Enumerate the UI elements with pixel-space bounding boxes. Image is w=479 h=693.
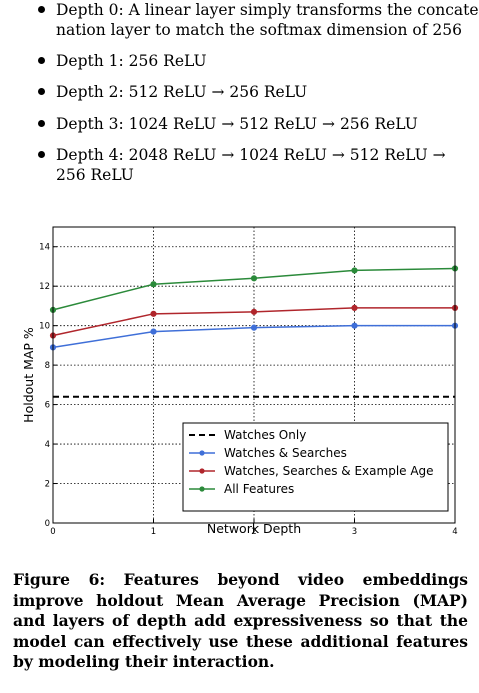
legend-marker-3 xyxy=(199,486,205,492)
legend: Watches Only Watches & Searches Watches, S… xyxy=(182,422,449,512)
legend-marker-1 xyxy=(199,450,205,456)
bullet-text-line: Depth 0: A linear layer simply transform… xyxy=(56,1,479,19)
bullet-text-line: Depth 4: 2048 ReLU → 1024 ReLU → 512 ReL… xyxy=(56,146,446,164)
y-tick-label: 2 xyxy=(45,480,50,490)
y-tick-label: 0 xyxy=(45,519,50,529)
bullet-dot xyxy=(38,6,45,13)
series-3-point xyxy=(351,267,358,274)
bullet-text-line: Depth 1: 256 ReLU xyxy=(56,52,207,70)
plot-frame xyxy=(52,226,456,524)
x-tick-label: 3 xyxy=(352,527,357,537)
series-line-3 xyxy=(52,267,456,311)
legend-label-2: Watches, Searches & Example Age xyxy=(224,464,434,478)
series-2-point xyxy=(150,310,157,317)
series-3-point xyxy=(150,281,157,288)
series-1-point xyxy=(150,328,157,335)
bullet-text-line: 256 ReLU xyxy=(56,166,134,184)
series-2-point xyxy=(250,308,258,315)
series-lines xyxy=(49,265,459,398)
y-tick-label: 12 xyxy=(39,282,50,292)
x-tick-label: 1 xyxy=(151,527,156,537)
bullet-dot xyxy=(38,120,45,127)
series-3-point xyxy=(250,275,258,282)
legend-label-1: Watches & Searches xyxy=(224,446,347,460)
y-tick-label: 4 xyxy=(45,440,50,450)
legend-marker-2 xyxy=(199,468,205,474)
legend-box xyxy=(182,422,449,512)
y-tick-label: 6 xyxy=(45,401,50,411)
figure-caption: Figure 6: Features beyond video embeddin… xyxy=(13,570,468,671)
series-1-point xyxy=(250,324,258,331)
bullet-dot xyxy=(38,151,45,158)
y-axis-label: Holdout MAP % xyxy=(21,327,36,423)
x-axis-label: Network Depth xyxy=(207,521,301,536)
y-tick-label: 10 xyxy=(39,322,50,332)
y-tick-label: 14 xyxy=(39,243,50,253)
series-1-point xyxy=(351,322,358,329)
x-tick-label: 0 xyxy=(50,527,55,537)
legend-label-3: All Features xyxy=(224,482,294,496)
bullet-text-line: nation layer to match the softmax dimens… xyxy=(56,21,462,39)
bullet-dot xyxy=(38,57,45,64)
x-tick-label: 2 xyxy=(251,527,256,537)
bullet-text-line: Depth 3: 1024 ReLU → 512 ReLU → 256 ReLU xyxy=(56,115,418,133)
bullet-text-line: Depth 2: 512 ReLU → 256 ReLU xyxy=(56,83,308,101)
series-2-point xyxy=(351,304,358,312)
y-tick-label: 8 xyxy=(45,361,50,371)
bullet-dot xyxy=(38,88,45,95)
x-tick-label: 4 xyxy=(452,527,457,537)
legend-label-0: Watches Only xyxy=(224,428,306,442)
